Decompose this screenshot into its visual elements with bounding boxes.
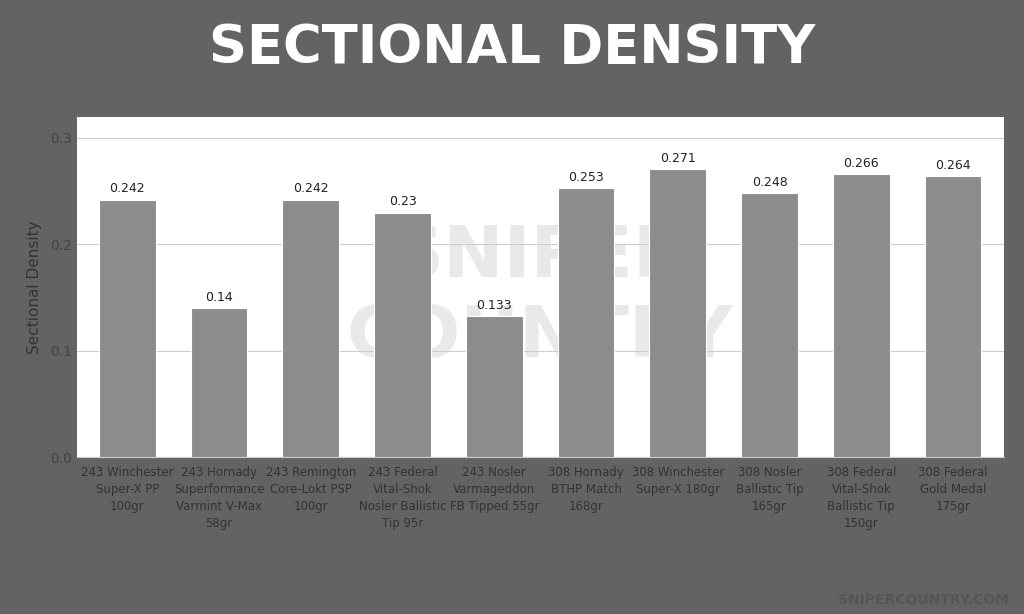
Bar (374, 212, 431, 457)
Text: 0.242: 0.242 (110, 182, 145, 195)
Bar (833, 174, 890, 457)
Bar (283, 200, 339, 457)
Text: 0.133: 0.133 (476, 298, 512, 311)
Bar (99, 200, 156, 457)
Text: 0.264: 0.264 (935, 159, 971, 172)
Text: 0.271: 0.271 (659, 152, 695, 165)
Text: SNIPER
COUNTRY: SNIPER COUNTRY (347, 223, 733, 371)
Bar (741, 193, 798, 457)
Text: 0.248: 0.248 (752, 176, 787, 189)
Bar (925, 176, 981, 457)
Bar (190, 308, 248, 457)
Text: 0.266: 0.266 (844, 157, 880, 170)
Text: SECTIONAL DENSITY: SECTIONAL DENSITY (209, 21, 815, 74)
Bar (466, 316, 522, 457)
Y-axis label: Sectional Density: Sectional Density (27, 220, 42, 354)
Bar (649, 169, 707, 457)
Text: 0.14: 0.14 (205, 291, 232, 304)
Bar (558, 188, 614, 457)
Text: SNIPERCOUNTRY.COM: SNIPERCOUNTRY.COM (838, 593, 1009, 607)
Text: 0.242: 0.242 (293, 182, 329, 195)
Text: 0.23: 0.23 (389, 195, 417, 208)
Text: 0.253: 0.253 (568, 171, 604, 184)
